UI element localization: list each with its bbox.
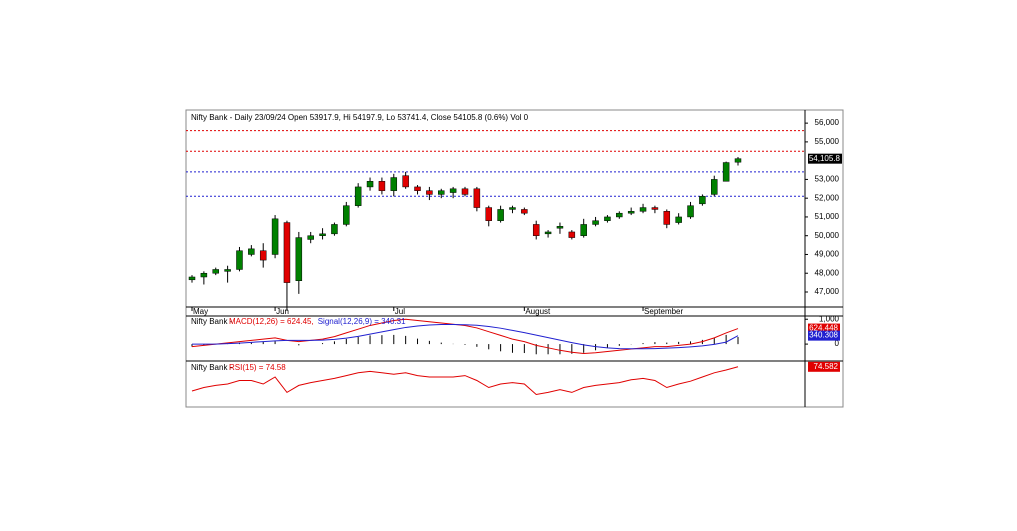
candle-body xyxy=(532,224,540,236)
y-tick-label: 1,000 xyxy=(819,314,840,323)
candle-body xyxy=(687,205,694,218)
candle-body xyxy=(651,207,659,210)
candle-body xyxy=(224,269,231,272)
y-tick-label: 49,000 xyxy=(815,250,840,259)
value-label: 340.308 xyxy=(809,331,838,340)
candle-body xyxy=(521,209,528,214)
candle-body xyxy=(283,222,291,283)
candle-body xyxy=(438,190,445,195)
candle-body xyxy=(473,188,481,208)
candle-body xyxy=(461,188,469,195)
y-tick-label: 52,000 xyxy=(815,193,840,202)
candle-body xyxy=(390,177,398,191)
x-tick-label: September xyxy=(644,307,683,316)
candle-body xyxy=(592,220,599,225)
candle-body xyxy=(616,212,623,218)
candle-body xyxy=(188,276,196,281)
candle-body xyxy=(343,205,350,225)
candle-body xyxy=(212,269,219,274)
value-box xyxy=(808,361,840,372)
candle-body xyxy=(402,175,409,188)
y-tick-label: 47,000 xyxy=(815,287,840,296)
value-label: 74.582 xyxy=(814,362,839,371)
y-tick-label: 0 xyxy=(835,339,840,348)
x-tick-label: Jul xyxy=(395,307,405,316)
y-tick-label: 50,000 xyxy=(815,231,840,240)
candle-body xyxy=(200,272,208,278)
legend-entry: RSI(15) = 74.58 xyxy=(229,363,286,372)
last-price-box xyxy=(808,153,842,164)
candle-body xyxy=(663,211,671,225)
y-tick-label: 56,000 xyxy=(815,118,840,127)
candle-body xyxy=(366,181,374,188)
candle-body xyxy=(544,231,552,235)
candle-body xyxy=(331,224,338,235)
candle-body xyxy=(295,237,303,281)
y-tick-label: 55,000 xyxy=(815,137,840,146)
candle-body xyxy=(378,181,386,191)
candle-body xyxy=(734,158,742,163)
y-tick-label: 48,000 xyxy=(815,268,840,277)
candle-body xyxy=(414,186,421,191)
candle-body xyxy=(580,224,587,236)
candle-body xyxy=(248,248,255,255)
candle-body xyxy=(319,233,326,236)
legend-entry: MACD(12,26) = 624.45, xyxy=(229,317,314,326)
candle-body xyxy=(236,250,243,270)
frame xyxy=(185,109,844,408)
candle-body xyxy=(604,216,611,221)
chart-title: Nifty Bank - Daily 23/09/24 Open 53917.9… xyxy=(191,113,529,122)
candle-body xyxy=(497,209,504,221)
candle-body xyxy=(568,231,576,238)
legend-entry: Signal(12,26,9) = 340.31 xyxy=(318,317,406,326)
series-line xyxy=(192,323,739,350)
value-label: 624.448 xyxy=(809,324,838,333)
candle-body xyxy=(354,186,362,206)
candle-body xyxy=(426,190,433,195)
value-box xyxy=(808,330,840,341)
value-box xyxy=(808,323,840,334)
candle-body xyxy=(675,216,682,223)
candle-body xyxy=(627,211,635,214)
x-tick-label: May xyxy=(193,307,208,316)
y-tick-label: 53,000 xyxy=(815,175,840,184)
panel-title: Nifty Bank - xyxy=(191,363,233,372)
candle-body xyxy=(485,207,492,221)
candle-body xyxy=(711,179,718,195)
series-line xyxy=(191,318,739,355)
x-tick-label: August xyxy=(525,307,551,316)
candle-body xyxy=(722,162,730,182)
candle-body xyxy=(639,207,647,212)
series-line xyxy=(191,366,739,396)
candle-body xyxy=(556,226,564,229)
y-tick-label: 51,000 xyxy=(815,212,840,221)
panel-title: Nifty Bank - xyxy=(191,317,233,326)
x-tick-label: Jun xyxy=(276,307,289,316)
candle-body xyxy=(271,218,279,255)
last-price-label: 54,105.8 xyxy=(809,154,841,163)
candle-body xyxy=(259,250,267,261)
candle-body xyxy=(449,188,457,193)
candle-body xyxy=(307,235,314,240)
candle-body xyxy=(509,207,516,210)
candle-body xyxy=(699,196,706,205)
